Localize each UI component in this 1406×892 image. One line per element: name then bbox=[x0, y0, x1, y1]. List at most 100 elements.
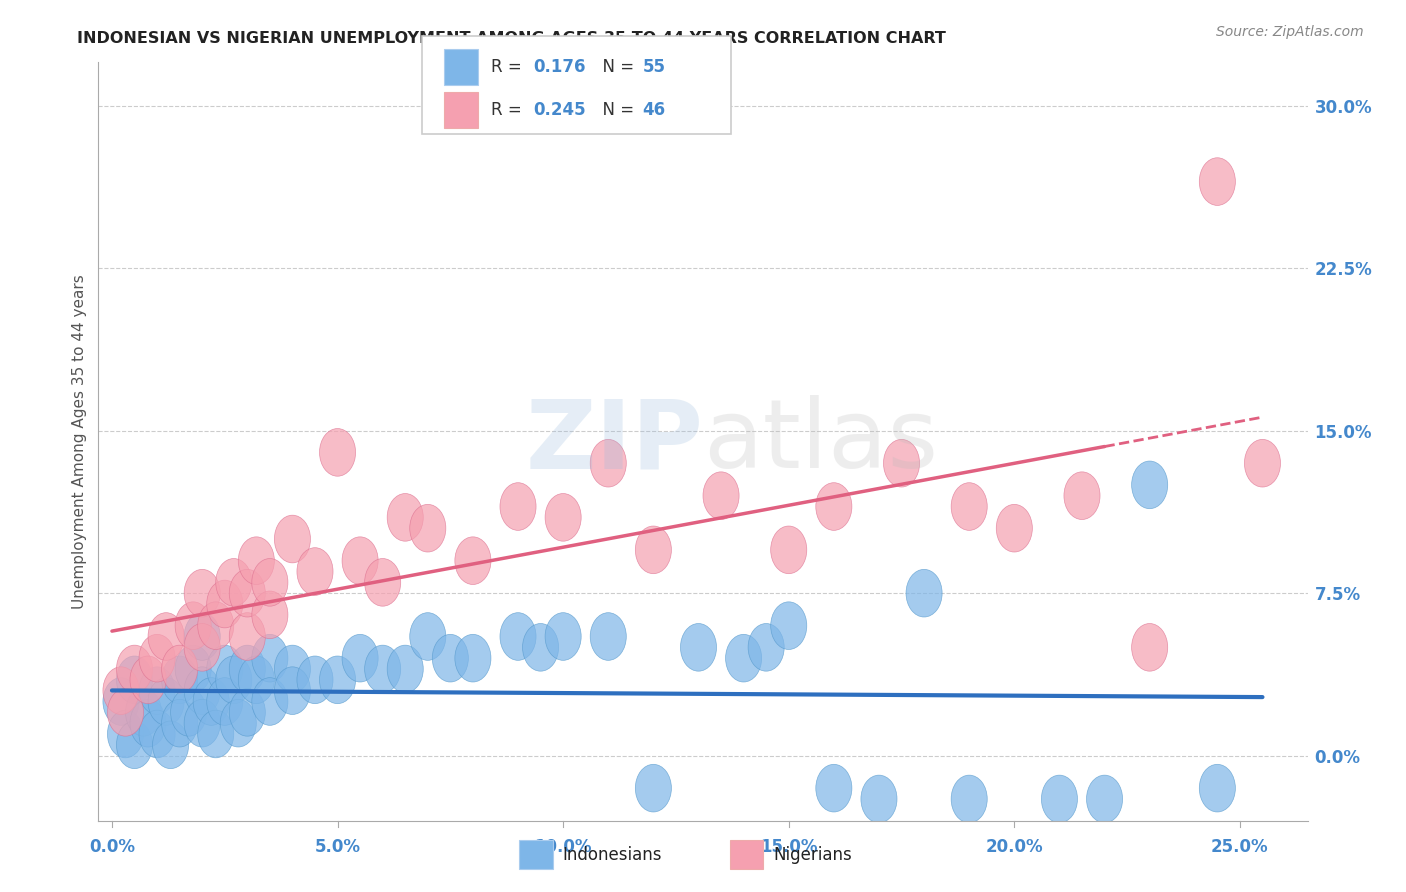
Ellipse shape bbox=[107, 710, 143, 758]
Ellipse shape bbox=[703, 472, 740, 519]
Text: 15.0%: 15.0% bbox=[761, 838, 817, 856]
Ellipse shape bbox=[905, 569, 942, 617]
Ellipse shape bbox=[681, 624, 717, 671]
Ellipse shape bbox=[162, 645, 198, 693]
Ellipse shape bbox=[221, 699, 256, 747]
Ellipse shape bbox=[198, 710, 233, 758]
Ellipse shape bbox=[274, 645, 311, 693]
Ellipse shape bbox=[883, 440, 920, 487]
Ellipse shape bbox=[117, 656, 153, 704]
Ellipse shape bbox=[523, 624, 558, 671]
Ellipse shape bbox=[636, 764, 672, 812]
Ellipse shape bbox=[1087, 775, 1122, 822]
Ellipse shape bbox=[193, 678, 229, 725]
Ellipse shape bbox=[1064, 472, 1099, 519]
Ellipse shape bbox=[364, 645, 401, 693]
Ellipse shape bbox=[1199, 158, 1236, 205]
Text: R =: R = bbox=[491, 58, 527, 76]
Ellipse shape bbox=[238, 537, 274, 584]
Ellipse shape bbox=[387, 645, 423, 693]
Ellipse shape bbox=[409, 504, 446, 552]
Ellipse shape bbox=[1132, 624, 1168, 671]
Ellipse shape bbox=[162, 656, 198, 704]
Ellipse shape bbox=[252, 634, 288, 682]
Ellipse shape bbox=[319, 428, 356, 476]
Text: 55: 55 bbox=[643, 58, 665, 76]
Ellipse shape bbox=[748, 624, 785, 671]
Ellipse shape bbox=[148, 678, 184, 725]
Ellipse shape bbox=[170, 689, 207, 736]
Ellipse shape bbox=[252, 558, 288, 607]
Ellipse shape bbox=[1244, 440, 1281, 487]
Ellipse shape bbox=[117, 721, 153, 769]
Text: 0.176: 0.176 bbox=[533, 58, 585, 76]
Ellipse shape bbox=[342, 537, 378, 584]
Ellipse shape bbox=[162, 699, 198, 747]
Text: R =: R = bbox=[491, 101, 527, 119]
Ellipse shape bbox=[815, 483, 852, 531]
Ellipse shape bbox=[103, 678, 139, 725]
Text: ZIP: ZIP bbox=[524, 395, 703, 488]
Ellipse shape bbox=[125, 689, 162, 736]
Ellipse shape bbox=[591, 613, 626, 660]
Text: Nigerians: Nigerians bbox=[773, 846, 852, 863]
Text: 46: 46 bbox=[643, 101, 665, 119]
Ellipse shape bbox=[117, 645, 153, 693]
Ellipse shape bbox=[456, 537, 491, 584]
Ellipse shape bbox=[1042, 775, 1077, 822]
Text: 0.0%: 0.0% bbox=[89, 838, 135, 856]
Text: Indonesians: Indonesians bbox=[562, 846, 662, 863]
Text: 5.0%: 5.0% bbox=[315, 838, 360, 856]
Ellipse shape bbox=[103, 667, 139, 714]
Text: 10.0%: 10.0% bbox=[534, 838, 592, 856]
Text: atlas: atlas bbox=[703, 395, 938, 488]
Ellipse shape bbox=[501, 483, 536, 531]
Text: 0.245: 0.245 bbox=[533, 101, 585, 119]
Ellipse shape bbox=[176, 602, 211, 649]
Ellipse shape bbox=[319, 656, 356, 704]
Ellipse shape bbox=[950, 483, 987, 531]
Ellipse shape bbox=[364, 558, 401, 607]
Ellipse shape bbox=[815, 764, 852, 812]
Ellipse shape bbox=[342, 634, 378, 682]
Ellipse shape bbox=[860, 775, 897, 822]
Ellipse shape bbox=[770, 526, 807, 574]
Ellipse shape bbox=[215, 558, 252, 607]
Ellipse shape bbox=[238, 656, 274, 704]
Ellipse shape bbox=[176, 645, 211, 693]
Ellipse shape bbox=[229, 689, 266, 736]
Ellipse shape bbox=[184, 699, 221, 747]
Ellipse shape bbox=[207, 580, 243, 628]
Ellipse shape bbox=[229, 569, 266, 617]
Text: Source: ZipAtlas.com: Source: ZipAtlas.com bbox=[1216, 25, 1364, 39]
Ellipse shape bbox=[725, 634, 762, 682]
Ellipse shape bbox=[409, 613, 446, 660]
Ellipse shape bbox=[229, 613, 266, 660]
Ellipse shape bbox=[591, 440, 626, 487]
Ellipse shape bbox=[1132, 461, 1168, 508]
Ellipse shape bbox=[501, 613, 536, 660]
Ellipse shape bbox=[274, 516, 311, 563]
Text: INDONESIAN VS NIGERIAN UNEMPLOYMENT AMONG AGES 35 TO 44 YEARS CORRELATION CHART: INDONESIAN VS NIGERIAN UNEMPLOYMENT AMON… bbox=[77, 31, 946, 46]
Ellipse shape bbox=[184, 624, 221, 671]
Ellipse shape bbox=[148, 613, 184, 660]
Text: N =: N = bbox=[592, 101, 640, 119]
Ellipse shape bbox=[997, 504, 1032, 552]
Ellipse shape bbox=[215, 656, 252, 704]
Text: 25.0%: 25.0% bbox=[1211, 838, 1268, 856]
Ellipse shape bbox=[184, 569, 221, 617]
Text: 20.0%: 20.0% bbox=[986, 838, 1043, 856]
Ellipse shape bbox=[153, 721, 188, 769]
Ellipse shape bbox=[297, 548, 333, 595]
Ellipse shape bbox=[432, 634, 468, 682]
Ellipse shape bbox=[129, 656, 166, 704]
Ellipse shape bbox=[139, 667, 176, 714]
Ellipse shape bbox=[184, 667, 221, 714]
Ellipse shape bbox=[107, 689, 143, 736]
Y-axis label: Unemployment Among Ages 35 to 44 years: Unemployment Among Ages 35 to 44 years bbox=[72, 274, 87, 609]
Ellipse shape bbox=[252, 591, 288, 639]
Ellipse shape bbox=[207, 678, 243, 725]
Ellipse shape bbox=[229, 645, 266, 693]
Ellipse shape bbox=[387, 493, 423, 541]
Ellipse shape bbox=[546, 493, 581, 541]
